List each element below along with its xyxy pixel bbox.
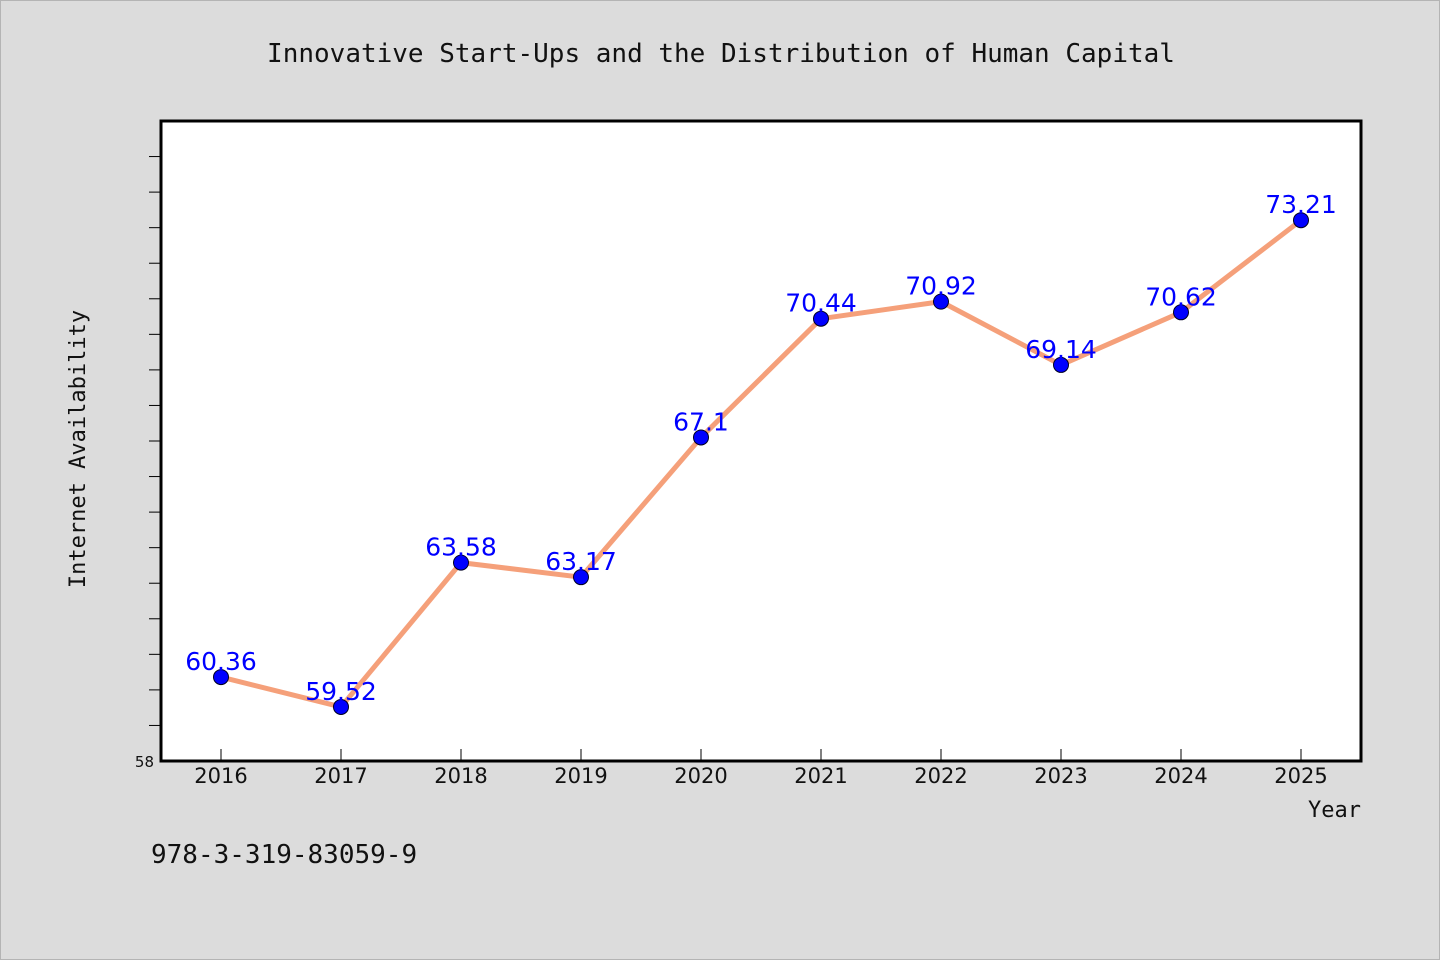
data-label: 73.21 bbox=[1265, 190, 1337, 219]
y-axis-title: Internet Availability bbox=[66, 310, 91, 588]
data-label: 63.58 bbox=[425, 533, 497, 562]
data-label: 69.14 bbox=[1025, 335, 1097, 364]
x-tick-label: 2025 bbox=[1274, 764, 1327, 788]
data-point bbox=[333, 698, 349, 715]
y-tick-label: 58 bbox=[135, 753, 154, 771]
data-point bbox=[1173, 304, 1189, 321]
data-label: 67.1 bbox=[673, 407, 729, 436]
data-label: 70.92 bbox=[905, 272, 977, 301]
data-labels: 60.36 59.52 63.58 63.17 67.1 70.44 70.92 69.14 7… bbox=[185, 190, 1337, 706]
x-tick-label: 2022 bbox=[914, 764, 967, 788]
data-point bbox=[933, 293, 949, 310]
data-point bbox=[1293, 212, 1309, 229]
x-tick-label: 2018 bbox=[434, 764, 487, 788]
data-point bbox=[1053, 356, 1069, 373]
data-point bbox=[813, 310, 829, 327]
x-axis-tick-labels: 2016 2017 2018 2019 2020 2021 2022 2023 2024 2025 bbox=[194, 764, 1327, 788]
series-markers bbox=[213, 212, 1309, 715]
isbn-footnote: 978-3-319-83059-9 bbox=[151, 840, 417, 870]
series-line bbox=[218, 217, 1304, 710]
x-axis-title: Year bbox=[1308, 798, 1361, 823]
data-label: 70.62 bbox=[1145, 282, 1217, 311]
x-tick-label: 2017 bbox=[314, 764, 367, 788]
data-point bbox=[213, 669, 229, 686]
data-label: 60.36 bbox=[185, 647, 257, 676]
data-point bbox=[693, 429, 709, 446]
x-tick-label: 2020 bbox=[674, 764, 727, 788]
x-tick-label: 2019 bbox=[554, 764, 607, 788]
x-tick-label: 2023 bbox=[1034, 764, 1087, 788]
x-tick-label: 2016 bbox=[194, 764, 247, 788]
chart-title: Innovative Start-Ups and the Distributio… bbox=[267, 39, 1175, 69]
y-axis-ticks bbox=[149, 156, 161, 726]
x-tick-label: 2024 bbox=[1154, 764, 1207, 788]
plot-area bbox=[159, 119, 1363, 763]
data-point bbox=[453, 554, 469, 571]
data-label: 59.52 bbox=[305, 677, 377, 706]
data-label: 63.17 bbox=[545, 547, 617, 576]
x-tick-label: 2021 bbox=[794, 764, 847, 788]
data-label: 70.44 bbox=[785, 289, 857, 318]
data-point bbox=[573, 569, 589, 586]
x-axis-ticks bbox=[220, 749, 1302, 761]
